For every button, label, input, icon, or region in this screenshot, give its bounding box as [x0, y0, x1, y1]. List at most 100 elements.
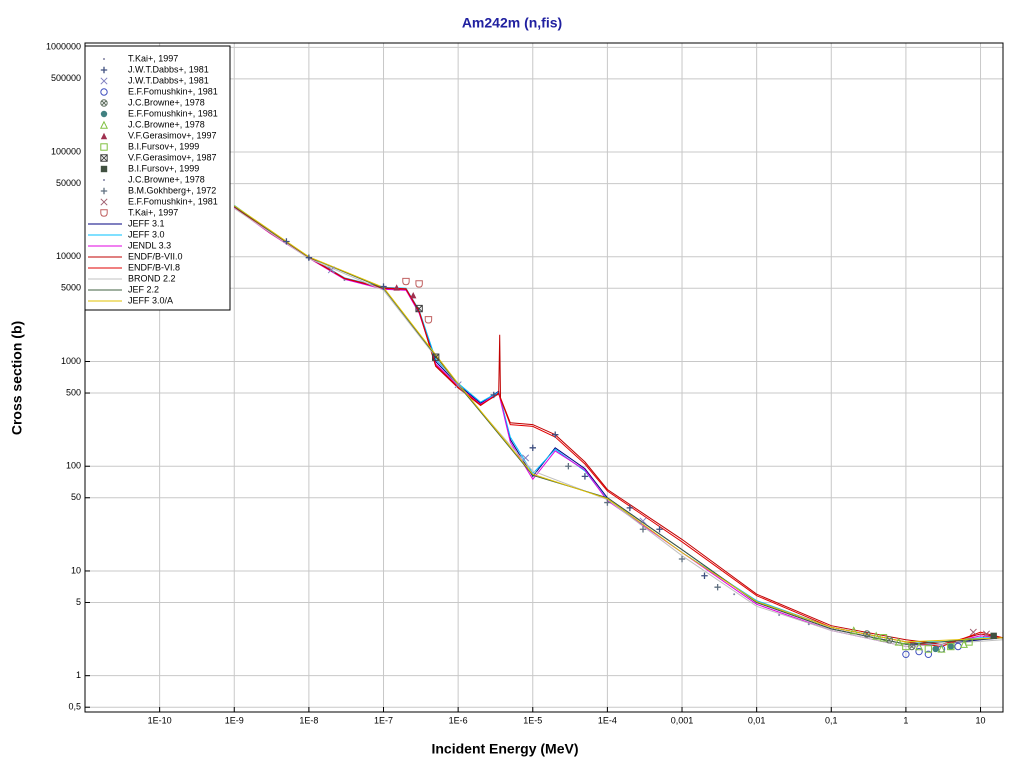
- marker: [521, 454, 530, 462]
- marker: [100, 110, 108, 118]
- marker: [807, 623, 810, 626]
- marker: [714, 583, 721, 591]
- legend-label: JEF 2.2: [128, 284, 159, 294]
- marker: [872, 631, 881, 640]
- marker: [915, 642, 924, 651]
- marker: [100, 77, 108, 85]
- y-tick-label: 5: [76, 597, 81, 607]
- axes: 1E-10 1E-9 1E-8 1E-7 1E-6 1E-5 1E-4 0,001 0,01 0,…: [46, 42, 986, 726]
- x-tick-label: 0,001: [671, 715, 694, 725]
- marker: [100, 209, 108, 217]
- legend-label: JEFF 3.0/A: [128, 295, 173, 305]
- marker: [393, 284, 400, 291]
- marker: [678, 555, 686, 563]
- legend-label: ENDF/B-VII.0: [128, 251, 183, 261]
- x-tick-label: 1E-5: [523, 715, 542, 725]
- x-tick-label: 1E-4: [598, 715, 617, 725]
- marker: [969, 628, 977, 636]
- marker: [879, 634, 888, 642]
- marker: [100, 198, 108, 206]
- legend-label: JEFF 3.1: [128, 218, 165, 228]
- legend-label: B.I.Fursov+, 1999: [128, 163, 199, 173]
- marker: [604, 499, 611, 506]
- marker: [100, 165, 108, 173]
- marker: [552, 431, 559, 438]
- legend-label: JENDL 3.3: [128, 240, 171, 250]
- grid: [85, 43, 1003, 712]
- marker: [100, 88, 108, 96]
- marker: [100, 187, 108, 195]
- legend-label: E.F.Fomushkin+, 1981: [128, 86, 218, 96]
- marker: [380, 283, 387, 290]
- x-tick-label: 10: [976, 715, 986, 725]
- marker: [894, 637, 903, 646]
- plot-frame: [84, 42, 1004, 713]
- marker: [529, 444, 536, 451]
- marker: [283, 238, 290, 245]
- legend-label: T.Kai+, 1997: [128, 207, 178, 217]
- marker: [565, 463, 572, 470]
- marker: [100, 66, 108, 74]
- y-tick-label: 0,5: [68, 702, 81, 712]
- marker: [454, 381, 462, 389]
- marker: [924, 650, 933, 659]
- marker: [431, 353, 440, 361]
- marker: [701, 572, 708, 579]
- legend-label: B.I.Fursov+, 1999: [128, 141, 199, 151]
- y-tick-label: 100000: [51, 146, 81, 156]
- marker: [103, 179, 105, 181]
- legend-label: T.Kai+, 1997: [128, 53, 178, 63]
- legend-label: BROND 2.2: [128, 273, 176, 283]
- marker: [100, 143, 108, 151]
- marker: [100, 154, 108, 162]
- marker: [915, 647, 923, 656]
- x-tick-label: 1E-9: [225, 715, 244, 725]
- marker: [937, 644, 946, 653]
- y-tick-label: 5000: [61, 283, 81, 293]
- legend-label: J.W.T.Dabbs+, 1981: [128, 64, 209, 74]
- marker: [924, 645, 933, 653]
- x-tick-label: 0,1: [825, 715, 838, 725]
- marker: [982, 630, 990, 638]
- legend-label: J.C.Browne+, 1978: [128, 174, 205, 184]
- chart-title: Am242m (n,fis): [462, 15, 562, 31]
- marker: [990, 632, 997, 640]
- marker: [424, 316, 433, 324]
- marker: [415, 280, 423, 288]
- marker: [490, 391, 497, 399]
- marker: [343, 279, 346, 282]
- y-tick-label: 10: [71, 565, 81, 575]
- marker: [100, 132, 108, 140]
- legend-box: [84, 45, 231, 311]
- marker: [947, 643, 955, 650]
- x-tick-label: 0,01: [748, 715, 766, 725]
- marker: [902, 650, 910, 659]
- y-tick-label: 1: [76, 670, 81, 680]
- legend-label: E.F.Fomushkin+, 1981: [128, 196, 218, 206]
- marker: [581, 473, 589, 480]
- legend-label: ENDF/B-VI.8: [128, 262, 180, 272]
- marker: [908, 642, 916, 651]
- y-tick-label: 50: [71, 492, 81, 502]
- marker: [410, 291, 417, 299]
- marker: [100, 99, 108, 107]
- x-axis-label: Incident Energy (MeV): [431, 741, 578, 757]
- marker: [885, 636, 894, 644]
- x-tick-label: 1E-10: [148, 715, 172, 725]
- marker: [656, 526, 663, 533]
- marker: [103, 58, 105, 60]
- legend-label: J.C.Browne+, 1978: [128, 119, 205, 129]
- y-tick-label: 100: [66, 461, 81, 471]
- legend-label: J.C.Browne+, 1978: [128, 97, 205, 107]
- x-tick-label: 1E-6: [449, 715, 468, 725]
- marker: [626, 504, 634, 512]
- legend-label: E.F.Fomushkin+, 1981: [128, 108, 218, 118]
- legend-label: JEFF 3.0: [128, 229, 165, 239]
- marker: [733, 593, 736, 596]
- x-tick-label: 1: [903, 715, 908, 725]
- marker: [947, 642, 955, 651]
- y-tick-label: 10000: [56, 251, 81, 261]
- marker: [402, 277, 410, 286]
